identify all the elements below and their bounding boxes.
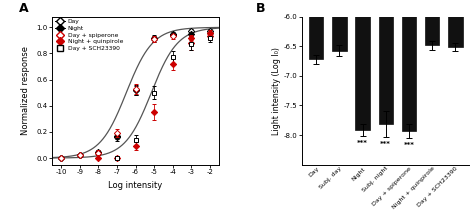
Bar [356, 0, 370, 130]
Bar [448, 0, 463, 47]
Bar [402, 0, 416, 131]
Y-axis label: Light intensity (Log I₀): Light intensity (Log I₀) [272, 47, 281, 135]
Y-axis label: Normalized response: Normalized response [21, 46, 30, 135]
Bar [379, 0, 393, 124]
Bar [425, 0, 439, 45]
Text: ***: *** [403, 142, 414, 147]
Text: A: A [19, 3, 28, 15]
Text: ***: *** [381, 141, 391, 147]
Legend: Day, Night, Day + spiperone, Night + quinpirole, Day + SCH23390: Day, Night, Day + spiperone, Night + qui… [54, 19, 124, 52]
Text: ***: *** [357, 140, 368, 146]
Bar [309, 0, 323, 60]
X-axis label: Log intensity: Log intensity [109, 181, 163, 190]
Bar [332, 0, 346, 51]
Text: B: B [255, 3, 265, 15]
